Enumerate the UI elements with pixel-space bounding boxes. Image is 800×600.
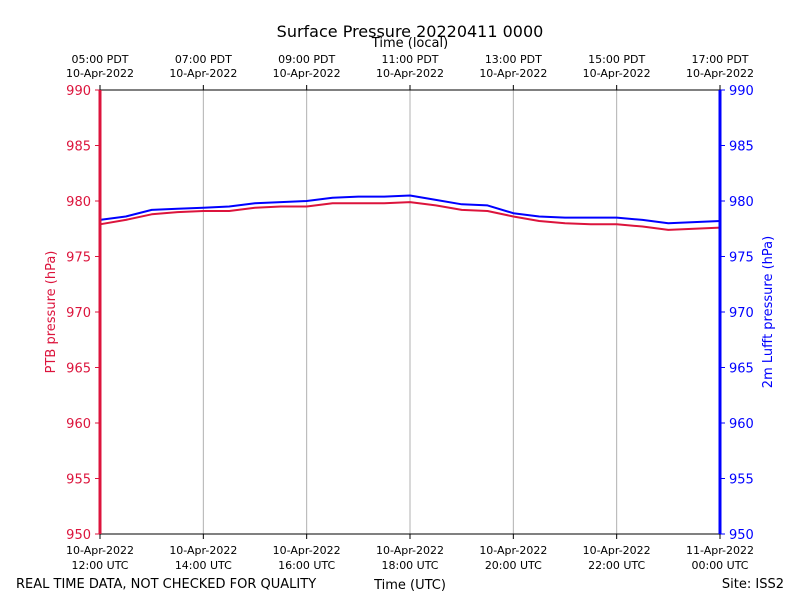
right-y-tick-label: 965 <box>729 362 754 377</box>
left-y-tick-label: 950 <box>66 528 91 543</box>
bottom-tick-time: 12:00 UTC <box>71 559 128 572</box>
bottom-tick-date: 10-Apr-2022 <box>169 544 237 557</box>
right-y-tick-label: 955 <box>729 473 754 488</box>
left-y-tick-label: 965 <box>66 362 91 377</box>
top-tick-time: 13:00 PDT <box>485 53 542 66</box>
left-y-tick-label: 980 <box>66 195 91 210</box>
bottom-tick-date: 11-Apr-2022 <box>686 544 754 557</box>
right-y-tick-label: 985 <box>729 140 754 155</box>
lufft-pressure-line <box>99 194 721 225</box>
top-tick-date: 10-Apr-2022 <box>273 67 341 80</box>
bottom-tick-date: 10-Apr-2022 <box>376 544 444 557</box>
top-tick-time: 15:00 PDT <box>588 53 645 66</box>
site-label: Site: ISS2 <box>722 577 784 592</box>
right-axis-label: 2m Lufft pressure (hPa) <box>761 236 776 388</box>
top-tick-time: 11:00 PDT <box>381 53 438 66</box>
left-y-tick-label: 955 <box>66 473 91 488</box>
top-tick-time: 09:00 PDT <box>278 53 335 66</box>
bottom-tick-date: 10-Apr-2022 <box>66 544 134 557</box>
bottom-tick-time: 14:00 UTC <box>175 559 232 572</box>
top-tick-date: 10-Apr-2022 <box>169 67 237 80</box>
bottom-tick-time: 22:00 UTC <box>588 559 645 572</box>
top-tick-date: 10-Apr-2022 <box>66 67 134 80</box>
top-tick-date: 10-Apr-2022 <box>686 67 754 80</box>
top-tick-date: 10-Apr-2022 <box>583 67 651 80</box>
top-tick-time: 07:00 PDT <box>175 53 232 66</box>
bottom-tick-date: 10-Apr-2022 <box>479 544 547 557</box>
left-y-tick-label: 975 <box>66 251 91 266</box>
right-y-tick-label: 975 <box>729 251 754 266</box>
bottom-tick-time: 00:00 UTC <box>691 559 748 572</box>
top-tick-date: 10-Apr-2022 <box>479 67 547 80</box>
right-y-tick-label: 980 <box>729 195 754 210</box>
top-tick-date: 10-Apr-2022 <box>376 67 444 80</box>
right-y-tick-label: 970 <box>729 306 754 321</box>
bottom-tick-time: 18:00 UTC <box>381 559 438 572</box>
chart-title: Surface Pressure 20220411 0000 <box>277 22 544 41</box>
bottom-tick-time: 16:00 UTC <box>278 559 335 572</box>
bottom-axis-label: Time (UTC) <box>373 578 446 593</box>
right-y-tick-label: 950 <box>729 528 754 543</box>
bottom-tick-time: 20:00 UTC <box>485 559 542 572</box>
top-axis-label: Time (local) <box>371 36 448 51</box>
left-y-tick-label: 970 <box>66 306 91 321</box>
quality-note: REAL TIME DATA, NOT CHECKED FOR QUALITY <box>16 577 316 592</box>
bottom-tick-date: 10-Apr-2022 <box>583 544 651 557</box>
bottom-tick-date: 10-Apr-2022 <box>273 544 341 557</box>
left-y-tick-label: 960 <box>66 417 91 432</box>
left-y-tick-label: 990 <box>66 84 91 99</box>
top-tick-time: 17:00 PDT <box>691 53 748 66</box>
ptb-pressure-line <box>99 201 721 231</box>
left-axis-label: PTB pressure (hPa) <box>44 251 59 374</box>
left-y-tick-label: 985 <box>66 140 91 155</box>
right-y-tick-label: 960 <box>729 417 754 432</box>
right-y-tick-label: 990 <box>729 84 754 99</box>
top-tick-time: 05:00 PDT <box>71 53 128 66</box>
